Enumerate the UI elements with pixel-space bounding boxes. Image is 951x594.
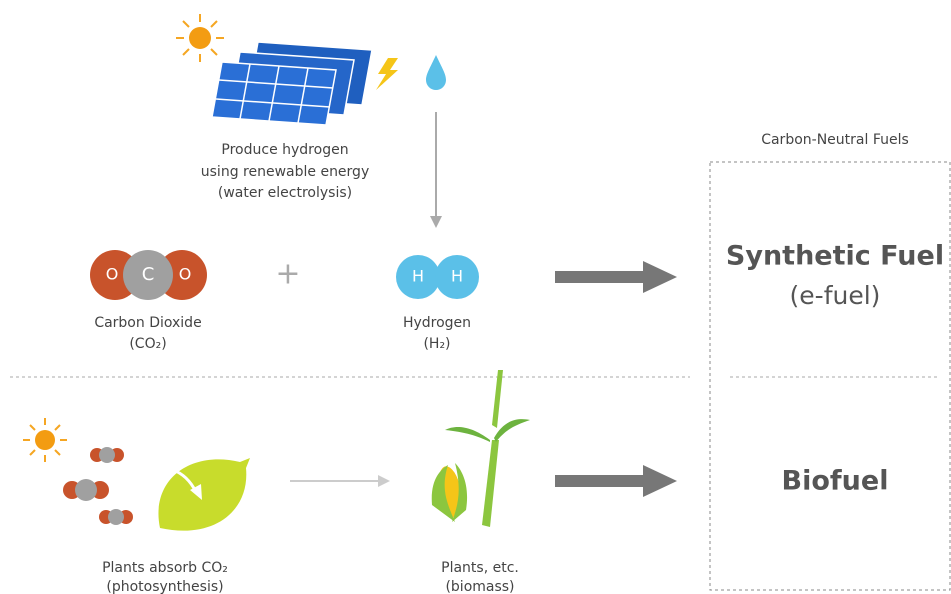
diagram: Produce hydrogen using renewable energy … xyxy=(0,0,951,594)
molecule-label: Carbon Dioxide xyxy=(94,315,201,331)
fuel-name: Synthetic Fuel xyxy=(726,241,944,272)
plus-sign: + xyxy=(275,257,300,292)
atom-label: H xyxy=(451,267,463,286)
caption-line: Produce hydrogen xyxy=(221,142,348,158)
molecule-formula: (H₂) xyxy=(423,336,450,352)
atom-label: O xyxy=(179,265,192,284)
caption-line: using renewable energy xyxy=(201,164,369,180)
process-label: Plants absorb CO₂ xyxy=(102,560,228,576)
molecule-label: Hydrogen xyxy=(403,315,471,331)
atom-label: O xyxy=(106,265,119,284)
thick-arrow xyxy=(555,261,677,293)
arrow-down xyxy=(430,112,442,228)
thick-arrow xyxy=(555,465,677,497)
molecule-formula: (CO₂) xyxy=(129,336,166,352)
lightning-icon xyxy=(376,58,398,90)
fuel-name: Biofuel xyxy=(782,466,889,497)
page: Produce hydrogen using renewable energy … xyxy=(0,0,951,594)
solar-panels xyxy=(212,42,372,125)
plant-icon xyxy=(432,370,530,527)
arrow-right xyxy=(290,475,390,487)
fuel-alias: (e-fuel) xyxy=(790,281,881,310)
caption-line: (water electrolysis) xyxy=(218,185,352,201)
co2-icons xyxy=(63,447,133,525)
sun-icon xyxy=(176,14,224,62)
fuels-box xyxy=(710,162,950,590)
atom-label: C xyxy=(142,264,155,285)
fuels-title: Carbon-Neutral Fuels xyxy=(761,132,909,148)
process-label: Plants, etc. xyxy=(441,560,519,576)
atom-label: H xyxy=(412,267,424,286)
process-note: (biomass) xyxy=(445,579,514,594)
water-drop xyxy=(426,55,446,90)
process-note: (photosynthesis) xyxy=(106,579,223,594)
sun-icon xyxy=(23,418,67,462)
